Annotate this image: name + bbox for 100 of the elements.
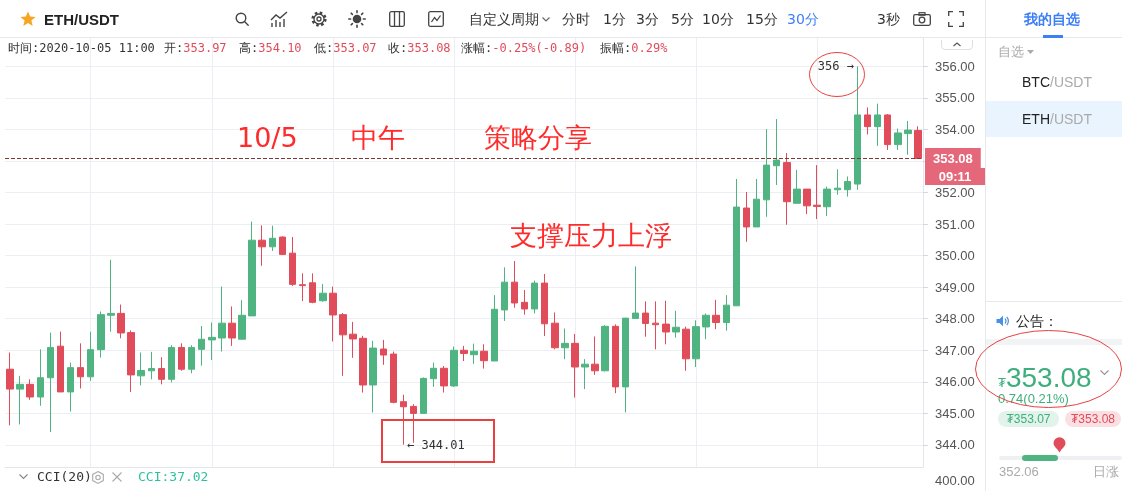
- candlestick: [279, 235, 286, 255]
- candlestick: [622, 317, 629, 413]
- text: 3秒: [877, 10, 900, 28]
- candlestick: [127, 329, 135, 393]
- annotation: 中午: [351, 121, 405, 155]
- y-tick-label: 356.00: [935, 58, 975, 74]
- candlestick: [369, 340, 377, 413]
- candlestick: [349, 321, 357, 359]
- candlestick: [672, 310, 680, 339]
- candlestick: [16, 375, 24, 425]
- text: 15分: [746, 10, 778, 28]
- candlestick: [733, 178, 740, 307]
- candlestick: [601, 324, 609, 372]
- candlestick: [834, 168, 841, 196]
- text: 352.06: [999, 464, 1039, 480]
- candlestick: [632, 265, 639, 319]
- candlestick: [783, 152, 791, 226]
- candlestick: [339, 312, 347, 377]
- candlestick: [248, 221, 256, 317]
- annotation: 涨幅:-0.25%(-0.89): [461, 41, 587, 55]
- chart-title: ETH/USDT: [44, 10, 119, 29]
- annotation: 收:353.08: [388, 41, 451, 55]
- candlestick: [480, 343, 488, 370]
- candlestick: [258, 224, 266, 267]
- candlestick: [319, 283, 327, 303]
- text: 自选: [998, 44, 1024, 60]
- y-tick-label: 350.00: [935, 248, 975, 264]
- annotation: 高:354.10: [239, 41, 302, 55]
- candlestick: [137, 351, 145, 386]
- candlestick: [107, 259, 115, 333]
- candlestick: [238, 299, 246, 340]
- candlestick: [329, 286, 337, 342]
- candlestick: [87, 331, 94, 382]
- candlestick: [299, 272, 306, 302]
- text: 自定义周期: [469, 10, 539, 28]
- candlestick: [612, 323, 619, 394]
- text: 分时: [562, 10, 590, 28]
- ref-line-label: 353.08: [933, 151, 973, 166]
- candlestick: [67, 362, 74, 412]
- text: ETH/USDT: [1022, 111, 1092, 127]
- candlestick: [400, 394, 407, 446]
- candlestick: [531, 280, 538, 314]
- text: CCI(20): [37, 469, 92, 485]
- candlestick: [844, 175, 851, 198]
- text: ₮353.08: [998, 362, 1092, 393]
- candlestick: [117, 304, 125, 339]
- candlestick: [198, 325, 205, 367]
- candlestick: [823, 186, 831, 217]
- candlestick: [501, 266, 508, 322]
- text: 400.00: [935, 473, 975, 489]
- text: 1分: [603, 10, 626, 28]
- candlestick: [6, 351, 14, 426]
- annotation: 10/5: [237, 121, 298, 155]
- candlestick: [864, 106, 871, 136]
- candlestick: [642, 300, 649, 338]
- text: 09:11: [925, 168, 985, 185]
- text: ₮353.08: [1065, 411, 1121, 427]
- candlestick: [712, 299, 720, 330]
- y-tick-label: 347.00: [935, 342, 975, 358]
- candlestick: [208, 322, 216, 361]
- candlestick: [743, 191, 750, 243]
- candlestick: [188, 344, 195, 374]
- annotation: 时间:2020-10-05 11:00: [8, 41, 155, 55]
- annotation: 356 →: [817, 59, 854, 74]
- candlestick: [57, 331, 64, 393]
- candlestick: [874, 103, 881, 147]
- text: 3分: [636, 10, 659, 28]
- candlestick: [390, 351, 397, 404]
- annotation: 策略分享: [484, 121, 592, 155]
- candlestick: [652, 300, 659, 350]
- candlestick: [26, 378, 34, 401]
- candlestick: [148, 351, 155, 380]
- y-tick-label: 348.00: [935, 311, 975, 327]
- candlestick: [702, 312, 710, 340]
- candlestick: [450, 346, 458, 388]
- candlestick: [460, 345, 468, 362]
- y-tick-label: 344.00: [935, 437, 975, 453]
- annotation: 低:353.07: [314, 41, 377, 55]
- text: ₮353.07: [998, 411, 1059, 427]
- candlestick: [511, 260, 518, 309]
- candlestick: [692, 319, 700, 368]
- text: 公告：: [1016, 312, 1058, 330]
- candlestick: [551, 311, 559, 350]
- candlestick: [491, 294, 498, 362]
- candlestick: [218, 286, 226, 353]
- candlestick: [894, 128, 902, 151]
- annotation: 开:353.97: [164, 41, 227, 55]
- candlestick: [581, 358, 589, 390]
- y-tick-label: 345.00: [935, 405, 975, 421]
- candlestick: [591, 335, 599, 376]
- candlestick: [77, 342, 84, 389]
- y-tick-label: 355.00: [935, 90, 975, 106]
- y-tick-label: 351.00: [935, 216, 975, 232]
- candlestick: [470, 343, 478, 365]
- candlestick: [521, 289, 528, 316]
- candlestick: [813, 164, 821, 220]
- candlestick: [904, 120, 912, 156]
- y-tick-label: 354.00: [935, 121, 975, 137]
- text: BTC/USDT: [1022, 74, 1092, 90]
- candlestick: [359, 335, 367, 394]
